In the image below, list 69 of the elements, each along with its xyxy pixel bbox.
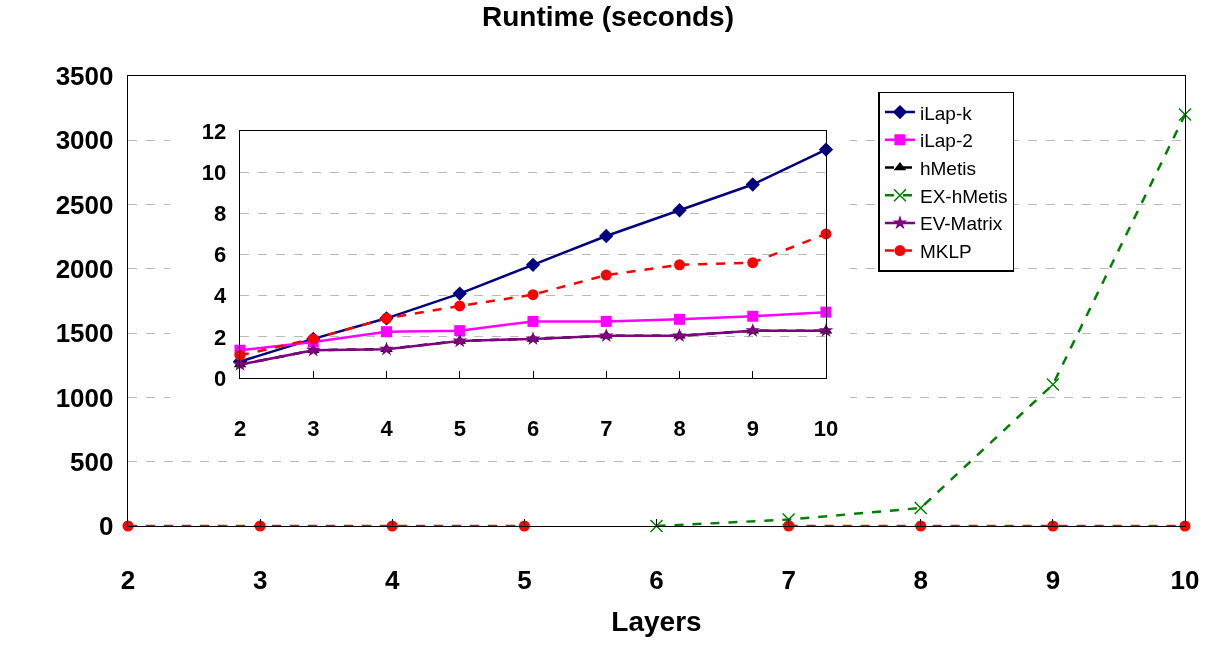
point [527,315,539,327]
point [914,501,928,515]
y-tick-label: 2500 [55,189,114,220]
x-tick-label: 9 [746,415,759,441]
point [525,331,541,346]
y-tick-label: 8 [214,201,227,227]
x-tick-label: 4 [380,415,394,441]
point [820,306,832,318]
y-tick-label: 1000 [55,382,114,413]
point [745,177,760,192]
point [747,310,759,322]
point [674,313,685,325]
point [1178,107,1192,122]
point [649,519,664,533]
point [672,328,687,343]
x-tick-label: 4 [385,564,401,595]
point [527,289,539,301]
y-tick-label: 0 [99,511,114,542]
x-tick-label: 6 [526,415,540,441]
x-tick-label: 7 [600,415,613,441]
x-tick-label: 2 [233,415,247,441]
x-tick-label: 5 [453,415,466,441]
point [452,333,468,348]
point [781,512,796,527]
chart-title: Runtime (seconds) [481,1,735,33]
x-tick-label: 5 [517,564,532,595]
point [599,228,614,244]
point [1046,377,1060,392]
x-tick-label: 8 [673,415,686,441]
y-tick-label: 10 [201,159,227,185]
point [598,328,614,343]
point [452,286,467,301]
y-tick-label: 6 [214,242,227,268]
point [454,300,466,312]
x-tick-label: 7 [781,564,796,595]
x-tick-label: 3 [252,564,268,595]
y-tick-label: 2 [214,324,227,350]
point [600,269,612,281]
legend-label: iLap-k [919,102,973,124]
legend-label: MKLP [919,241,972,263]
legend-label: hMetis [919,157,976,179]
y-tick-label: 2000 [55,253,114,284]
y-tick-label: 12 [201,118,227,144]
x-tick-label: 10 [1170,564,1200,595]
y-tick-label: 4 [214,283,228,309]
point [305,342,321,357]
x-tick-label: 2 [120,564,136,595]
x-tick-label: 3 [307,415,320,441]
point [747,257,759,269]
point [379,341,394,356]
point [674,259,685,271]
legend-label: iLap-2 [919,130,973,152]
point [381,326,392,338]
x-tick-label: 10 [813,415,839,441]
point [454,325,466,337]
x-tick-label: 9 [1045,564,1061,595]
y-tick-label: 3500 [55,61,114,92]
point [525,257,541,272]
y-tick-label: 1500 [55,318,114,349]
x-axis-title: Layers [611,606,702,638]
x-tick-label: 8 [913,564,928,595]
y-tick-label: 3000 [55,125,114,156]
legend-label: EX-hMetis [919,185,1008,207]
y-tick-label: 500 [70,446,114,477]
legend-label: EV-Matrix [919,213,1003,235]
x-tick-label: 6 [649,564,664,595]
y-tick-label: 0 [214,365,227,391]
point [672,203,687,218]
point [600,315,612,327]
